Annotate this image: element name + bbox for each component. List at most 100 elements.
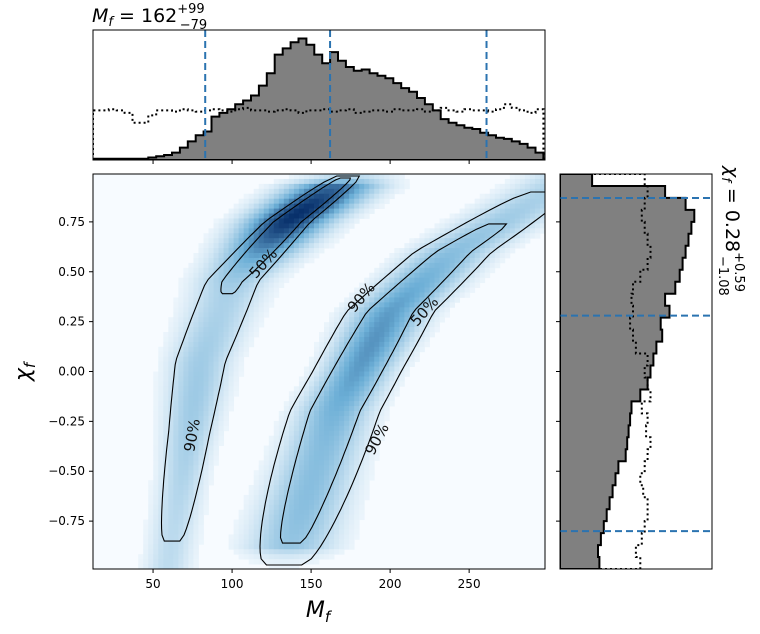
heatmap-cell bbox=[419, 292, 425, 298]
heatmap-cell bbox=[344, 539, 350, 545]
heatmap-cell bbox=[213, 341, 219, 348]
heatmap-cell bbox=[268, 475, 275, 481]
heatmap-cell bbox=[429, 243, 435, 249]
heatmap-cell bbox=[238, 312, 245, 318]
heatmap-cell bbox=[268, 490, 275, 496]
heatmap-cell bbox=[308, 504, 315, 511]
heatmap-cell bbox=[238, 351, 245, 358]
heatmap-cell bbox=[329, 238, 335, 244]
heatmap-cell bbox=[374, 307, 380, 313]
title-m-sup: +99 bbox=[177, 2, 204, 17]
heatmap-cell bbox=[514, 213, 521, 219]
heatmap-cell bbox=[298, 406, 305, 412]
heatmap-cell bbox=[303, 465, 310, 471]
heatmap-cell bbox=[364, 480, 370, 486]
heatmap-cell bbox=[178, 297, 184, 303]
heatmap-cell bbox=[223, 327, 229, 333]
heatmap-cell bbox=[293, 440, 300, 446]
heatmap-cell bbox=[298, 381, 305, 387]
heatmap-cell bbox=[253, 509, 260, 516]
heatmap-cell bbox=[399, 183, 405, 190]
heatmap-cell bbox=[153, 430, 159, 437]
heatmap-cell bbox=[349, 292, 355, 298]
heatmap-cell bbox=[253, 322, 260, 328]
heatmap-cell bbox=[308, 208, 315, 214]
heatmap-cell bbox=[384, 371, 390, 377]
heatmap-cell bbox=[449, 287, 455, 293]
heatmap-cell bbox=[248, 267, 255, 274]
heatmap-cell bbox=[273, 430, 280, 437]
heatmap-cell bbox=[283, 435, 290, 442]
heatmap-cell bbox=[203, 396, 209, 402]
heatmap-cell bbox=[193, 307, 199, 313]
heatmap-cell bbox=[429, 238, 435, 244]
heatmap-cell bbox=[258, 465, 265, 471]
heatmap-cell bbox=[238, 297, 245, 303]
heatmap-cell bbox=[198, 490, 204, 496]
heatmap-cell bbox=[429, 272, 435, 279]
heatmap-cell bbox=[283, 544, 290, 550]
heatmap-cell bbox=[273, 292, 280, 298]
heatmap-cell bbox=[258, 238, 265, 244]
heatmap-cell bbox=[188, 504, 194, 511]
heatmap-cell bbox=[273, 183, 280, 190]
heatmap-cell bbox=[429, 267, 435, 274]
heatmap-cell bbox=[263, 445, 270, 451]
heatmap-cell bbox=[364, 188, 370, 195]
heatmap-cell bbox=[313, 425, 320, 432]
heatmap-cell bbox=[359, 322, 365, 328]
heatmap-cell bbox=[158, 475, 164, 481]
heatmap-cell bbox=[273, 534, 280, 540]
heatmap-cell bbox=[263, 549, 270, 555]
heatmap-cell bbox=[208, 336, 214, 343]
heatmap-cell bbox=[344, 425, 350, 432]
heatmap-cell bbox=[283, 480, 290, 486]
heatmap-cell bbox=[208, 475, 214, 481]
heatmap-cell bbox=[384, 282, 390, 288]
heatmap-cell bbox=[374, 361, 380, 367]
heatmap-cell bbox=[319, 346, 325, 353]
heatmap-cell bbox=[273, 425, 280, 432]
heatmap-cell bbox=[263, 539, 270, 545]
heatmap-cell bbox=[273, 277, 280, 284]
heatmap-cell bbox=[329, 233, 335, 239]
heatmap-cell bbox=[218, 430, 224, 437]
heatmap-cell bbox=[228, 351, 235, 358]
heatmap-cell bbox=[238, 208, 245, 214]
heatmap-cell bbox=[288, 218, 295, 224]
heatmap-cell bbox=[223, 415, 229, 422]
heatmap-cell bbox=[444, 233, 450, 239]
heatmap-cell bbox=[243, 519, 250, 525]
heatmap-cell bbox=[208, 366, 214, 372]
heatmap-cell bbox=[454, 223, 461, 229]
heatmap-cell bbox=[283, 504, 290, 511]
heatmap-cell bbox=[429, 322, 435, 328]
heatmap-cell bbox=[424, 262, 430, 269]
heatmap-cell bbox=[168, 411, 174, 417]
heatmap-cell bbox=[334, 193, 340, 200]
heatmap-cell bbox=[168, 504, 174, 511]
heatmap-cell bbox=[359, 193, 365, 200]
heatmap-cell bbox=[263, 297, 270, 303]
heatmap-cell bbox=[283, 262, 290, 269]
heatmap-cell bbox=[168, 327, 174, 333]
heatmap-cell bbox=[339, 302, 345, 308]
heatmap-cell bbox=[389, 401, 395, 407]
heatmap-cell bbox=[329, 336, 335, 343]
heatmap-cell bbox=[364, 470, 370, 476]
heatmap-cell bbox=[308, 554, 315, 560]
heatmap-cell bbox=[359, 381, 365, 387]
heatmap-cell bbox=[344, 460, 350, 466]
heatmap-cell bbox=[499, 248, 506, 254]
heatmap-cell bbox=[414, 307, 420, 313]
heatmap-cell bbox=[158, 549, 164, 555]
heatmap-cell bbox=[374, 332, 380, 338]
heatmap-cell bbox=[183, 267, 189, 274]
heatmap-cell bbox=[198, 539, 204, 545]
heatmap-cell bbox=[324, 519, 330, 525]
heatmap-cell bbox=[444, 277, 450, 284]
heatmap-cell bbox=[223, 341, 229, 348]
heatmap-cell bbox=[188, 485, 194, 491]
heatmap-cell bbox=[193, 356, 199, 363]
heatmap-cell bbox=[263, 292, 270, 298]
